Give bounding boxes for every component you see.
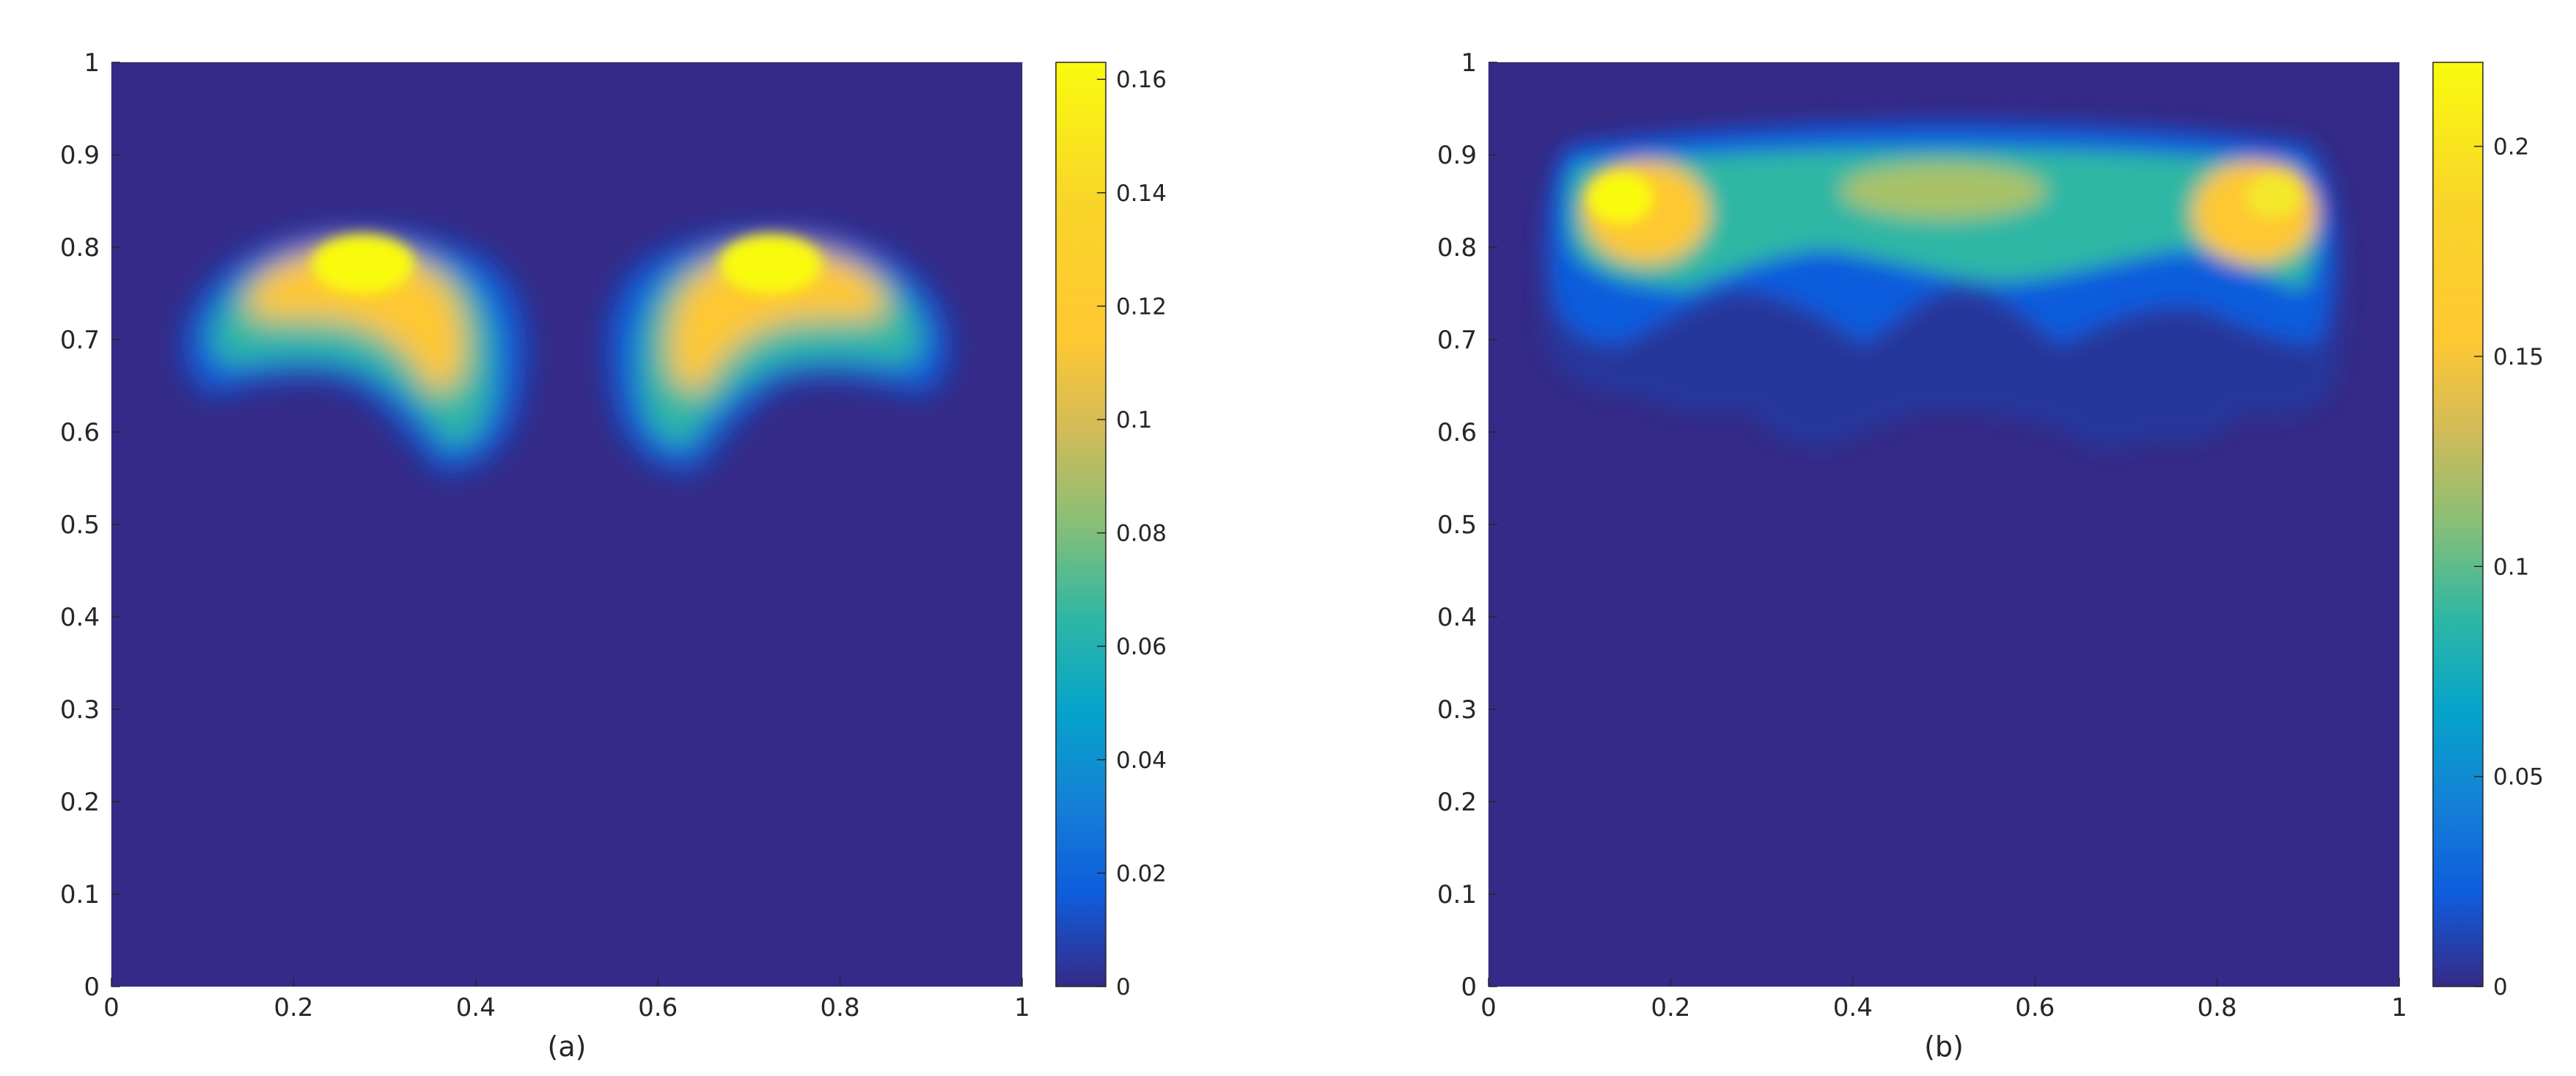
y-tick-label: 0.2 <box>60 788 100 817</box>
y-tick-label: 0.4 <box>60 603 100 632</box>
y-tick-label: 0.2 <box>1437 788 1477 817</box>
hotspot-b-1 <box>1588 172 1654 224</box>
x-tick-label: 0.8 <box>2198 993 2237 1022</box>
x-ticks-b: 0 0.2 0.4 0.6 0.8 1 <box>1480 978 2407 1022</box>
colorbar-ticks-a: 0 0.02 0.04 0.06 0.08 0.1 0.12 0.14 0.16 <box>1097 67 1167 1000</box>
x-tick-label: 1 <box>2391 993 2407 1022</box>
y-tick-label: 0.8 <box>60 233 100 263</box>
colorbar-tick-label: 0.16 <box>1116 67 1167 93</box>
x-tick-label: 0.2 <box>1651 993 1690 1022</box>
hotspot-a-2 <box>719 235 822 293</box>
colorbar-tick-label: 0.14 <box>1116 180 1167 207</box>
x-tick-label: 0.6 <box>2015 993 2055 1022</box>
hotspot-a-1 <box>312 235 414 293</box>
y-tick-label: 1 <box>1461 48 1477 78</box>
x-tick-label: 0 <box>1480 993 1497 1022</box>
band-b-center <box>1841 163 2046 219</box>
y-tick-label: 0.4 <box>1437 603 1477 632</box>
y-tick-label: 0.9 <box>60 141 100 170</box>
colorbar-tick-label: 0.02 <box>1116 860 1167 887</box>
x-tick-label: 0.6 <box>638 993 678 1022</box>
panel-label-b: (b) <box>1924 1031 1964 1063</box>
heatmap-b <box>1541 117 2345 450</box>
panel-label-a: (a) <box>548 1031 587 1063</box>
x-tick-label: 0.4 <box>1833 993 1873 1022</box>
y-tick-label: 0.8 <box>1437 233 1477 263</box>
plot-area-a <box>111 62 1022 987</box>
heatmap-a <box>184 230 950 473</box>
y-tick-label: 0.6 <box>60 418 100 447</box>
colorbar-tick-label: 0.04 <box>1116 747 1167 774</box>
colorbar-tick-label: 0 <box>1116 974 1131 1000</box>
y-tick-label: 0.1 <box>60 880 100 910</box>
y-tick-label: 0.3 <box>60 695 100 725</box>
crescent-right-inner <box>669 248 884 392</box>
y-tick-label: 0.5 <box>1437 510 1477 540</box>
x-tick-label: 0.2 <box>274 993 313 1022</box>
colorbar-tick-label: 0.1 <box>2493 554 2529 580</box>
colorbar-tick-label: 0.1 <box>1116 407 1152 433</box>
colorbar-tick-label: 0.15 <box>2493 344 2544 370</box>
x-tick-label: 0.4 <box>456 993 496 1022</box>
colorbar-b <box>2432 62 2484 987</box>
x-ticks-a: 0 0.2 0.4 0.6 0.8 1 <box>103 978 1030 1022</box>
y-tick-label: 0.9 <box>1437 141 1477 170</box>
colorbar-tick-label: 0.05 <box>2493 764 2544 791</box>
colorbar-tick-label: 0.06 <box>1116 634 1167 660</box>
y-tick-label: 1 <box>84 48 100 78</box>
colorbar-tick-label: 0 <box>2493 974 2508 1000</box>
y-tick-label: 0 <box>1461 973 1477 1002</box>
band-b-teal <box>1568 148 2317 290</box>
y-tick-label: 0.5 <box>60 510 100 540</box>
panel-a: 0 0.2 0.4 0.6 0.8 1 0 0.1 0.2 0.3 0.4 0.5 0.6 0.7 0.8… <box>60 48 1167 1063</box>
y-tick-label: 0.7 <box>1437 326 1477 355</box>
colorbar-tick-label: 0.08 <box>1116 521 1167 547</box>
colorbar-tick-label: 0.12 <box>1116 293 1167 320</box>
y-tick-label: 0.7 <box>60 326 100 355</box>
y-tick-label: 0.1 <box>1437 880 1477 910</box>
hotspot-b-3 <box>2245 175 2301 219</box>
x-tick-label: 1 <box>1014 993 1030 1022</box>
y-tick-label: 0.3 <box>1437 695 1477 725</box>
y-ticks-a: 0 0.1 0.2 0.3 0.4 0.5 0.6 0.7 0.8 0.9 1 <box>60 48 120 1002</box>
y-ticks-b: 0 0.1 0.2 0.3 0.4 0.5 0.6 0.7 0.8 0.9 1 <box>1437 48 1497 1002</box>
colorbar-ticks-b: 0 0.05 0.1 0.15 0.2 <box>2474 134 2544 1000</box>
crescent-left-inner <box>249 248 465 392</box>
colorbar-tick-label: 0.2 <box>2493 134 2529 161</box>
x-tick-label: 0 <box>103 993 120 1022</box>
panel-b: 0 0.2 0.4 0.6 0.8 1 0 0.1 0.2 0.3 0.4 0.5 0.6 0.7 0.8… <box>1437 48 2544 1063</box>
y-tick-label: 0 <box>84 973 100 1002</box>
x-tick-label: 0.8 <box>821 993 860 1022</box>
colorbar-a <box>1055 62 1107 987</box>
y-tick-label: 0.6 <box>1437 418 1477 447</box>
